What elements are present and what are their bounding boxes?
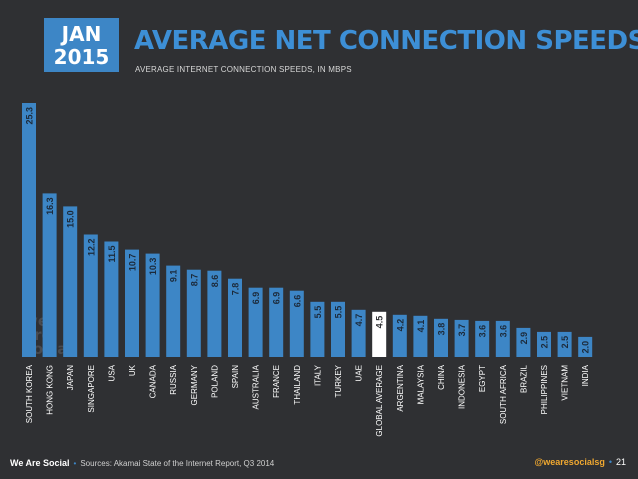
bar-usa — [104, 241, 119, 357]
value-label-south-korea: 25.3 — [25, 107, 35, 125]
value-label-uae: 4.7 — [354, 314, 364, 327]
bar-brazil — [516, 327, 531, 357]
bar-turkey — [331, 301, 345, 357]
bar-malaysia — [413, 315, 428, 357]
category-label-hong-kong: HONG KONG — [46, 365, 55, 415]
category-label-uk: UK — [128, 364, 137, 376]
value-label-spain: 7.8 — [231, 283, 241, 296]
value-label-germany: 8.7 — [189, 274, 199, 287]
category-label-russia: RUSSIA — [169, 364, 178, 394]
value-label-global-average: 4.5 — [375, 316, 385, 329]
bar-vietnam — [557, 331, 572, 357]
page-title: AVERAGE NET CONNECTION SPEEDS — [134, 26, 638, 56]
category-label-brazil: BRAZIL — [519, 364, 528, 393]
category-label-france: FRANCE — [272, 365, 281, 398]
value-label-argentina: 4.2 — [395, 319, 405, 332]
category-label-uae: UAE — [355, 365, 364, 381]
category-label-argentina: ARGENTINA — [396, 364, 405, 411]
value-label-singapore: 12.2 — [86, 239, 96, 257]
bar-uk — [125, 249, 139, 357]
category-label-singapore: SINGAPORE — [87, 365, 96, 413]
value-label-australia: 6.9 — [251, 292, 261, 305]
value-label-malaysia: 4.1 — [416, 320, 426, 333]
footer-handle: @wearesocialsg • 21 — [535, 457, 626, 467]
bar-hong-kong — [42, 193, 57, 357]
bar-indonesia — [454, 319, 469, 357]
value-label-japan: 15.0 — [66, 210, 76, 228]
bar-spain — [228, 278, 242, 357]
category-label-usa: USA — [107, 364, 116, 381]
category-label-indonesia: INDONESIA — [458, 364, 467, 409]
bar-india — [578, 336, 593, 357]
category-label-india: INDIA — [581, 364, 590, 386]
date-month: JAN — [61, 22, 102, 46]
value-label-canada: 10.3 — [148, 258, 158, 276]
footer-source: We Are Social • Sources: Akamai State of t… — [10, 458, 274, 468]
bar-south-korea — [22, 103, 36, 357]
bar-uae — [351, 309, 366, 357]
bar-global-average — [372, 311, 387, 357]
date-badge: JAN 2015 — [44, 18, 119, 72]
value-label-france: 6.9 — [272, 292, 282, 305]
category-label-italy: ITALY — [313, 364, 322, 386]
category-label-vietnam: VIETNAM — [561, 365, 570, 401]
value-label-uk: 10.7 — [128, 254, 138, 272]
bar-south-africa — [495, 320, 510, 357]
value-label-china: 3.8 — [437, 323, 447, 336]
value-label-russia: 9.1 — [169, 270, 179, 283]
bar-australia — [248, 287, 263, 357]
value-label-egypt: 3.6 — [478, 325, 488, 338]
bar-singapore — [83, 234, 98, 357]
footer-source-text: Sources: Akamai State of the Internet Re… — [80, 459, 275, 468]
category-label-japan: JAPAN — [66, 365, 75, 390]
category-label-egypt: EGYPT — [478, 365, 487, 392]
bar-russia — [166, 265, 181, 357]
category-label-canada: CANADA — [149, 364, 158, 398]
bar-philippines — [537, 331, 551, 357]
footer-handle-dot: • — [608, 457, 612, 467]
value-label-philippines: 2.5 — [540, 336, 550, 349]
category-label-spain: SPAIN — [231, 365, 240, 389]
bar-japan — [63, 206, 78, 357]
value-label-vietnam: 2.5 — [560, 336, 570, 349]
page-number: 21 — [615, 457, 626, 467]
category-label-china: CHINA — [437, 364, 446, 390]
category-label-philippines: PHILIPPINES — [540, 365, 549, 414]
footer-separator-dot: • — [73, 459, 77, 468]
value-label-turkey: 5.5 — [334, 306, 344, 319]
bar-china — [434, 318, 448, 357]
value-label-hong-kong: 16.3 — [45, 197, 55, 215]
bar-france — [269, 287, 284, 357]
category-label-global-average: GLOBAL AVERAGE — [375, 365, 384, 437]
bar-thailand — [289, 290, 304, 357]
value-label-thailand: 6.6 — [292, 295, 302, 308]
value-label-italy: 5.5 — [313, 306, 323, 319]
date-year: 2015 — [53, 45, 110, 69]
category-label-south-africa: SOUTH AFRICA — [499, 364, 508, 424]
bar-egypt — [475, 320, 490, 357]
category-label-malaysia: MALAYSIA — [416, 364, 425, 404]
bar-poland — [207, 270, 222, 357]
value-label-brazil: 2.9 — [519, 332, 529, 345]
category-label-poland: POLAND — [210, 365, 219, 398]
bar-italy — [310, 301, 325, 357]
category-label-south-korea: SOUTH KOREA — [25, 364, 34, 423]
footer-brand: We Are Social — [10, 458, 70, 468]
value-label-south-africa: 3.6 — [498, 325, 508, 338]
bar-germany — [186, 269, 201, 357]
social-handle: @wearesocialsg — [534, 457, 605, 467]
page-subtitle: AVERAGE INTERNET CONNECTION SPEEDS, IN M… — [135, 65, 352, 74]
value-label-india: 2.0 — [581, 341, 591, 354]
bar-canada — [145, 253, 160, 357]
category-label-australia: AUSTRALIA — [252, 364, 261, 409]
value-label-poland: 8.6 — [210, 275, 220, 288]
category-label-turkey: TURKEY — [334, 364, 343, 397]
category-label-thailand: THAILAND — [293, 365, 302, 405]
value-label-usa: 11.5 — [107, 246, 117, 263]
category-label-germany: GERMANY — [190, 364, 199, 405]
value-label-indonesia: 3.7 — [457, 324, 467, 337]
bar-argentina — [392, 314, 407, 357]
